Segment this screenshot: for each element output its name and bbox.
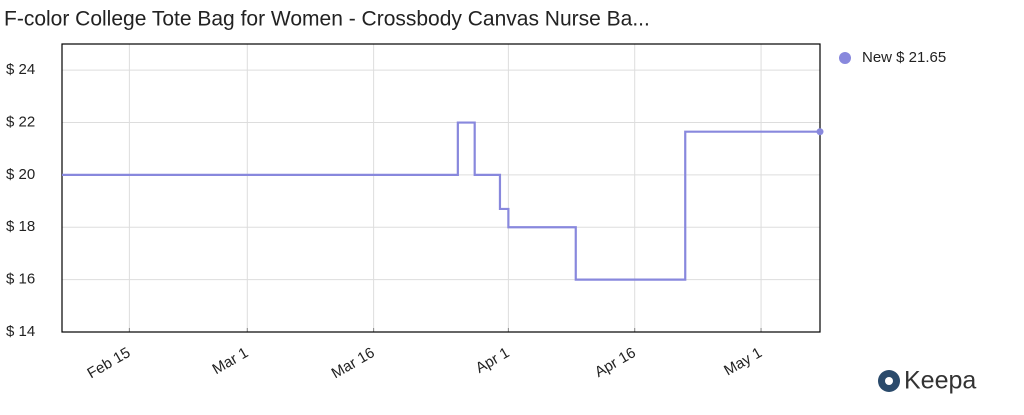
x-tick-label: Mar 16: [329, 344, 378, 382]
logo-text: Keepa: [904, 367, 976, 395]
y-tick-label: $ 20: [6, 166, 35, 183]
keepa-logo: Keepa: [878, 367, 976, 395]
price-line: [62, 121, 820, 281]
x-tick-label: Feb 15: [84, 344, 133, 382]
y-tick-label: $ 18: [6, 218, 35, 235]
chart-title: F-color College Tote Bag for Women - Cro…: [4, 8, 650, 31]
y-tick-label: $ 14: [6, 323, 35, 340]
x-tick-label: May 1: [721, 344, 765, 379]
x-tick-label: Apr 1: [473, 344, 513, 377]
y-tick-label: $ 16: [6, 271, 35, 288]
end-point: [816, 128, 824, 136]
x-tick-label: Mar 1: [210, 344, 252, 378]
legend-marker: [839, 52, 851, 64]
legend-label: New $ 21.65: [862, 49, 946, 66]
y-tick-label: $ 24: [6, 61, 35, 78]
plot-frame: [61, 43, 821, 333]
y-tick-label: $ 22: [6, 114, 35, 131]
x-tick-label: Apr 16: [592, 344, 639, 381]
